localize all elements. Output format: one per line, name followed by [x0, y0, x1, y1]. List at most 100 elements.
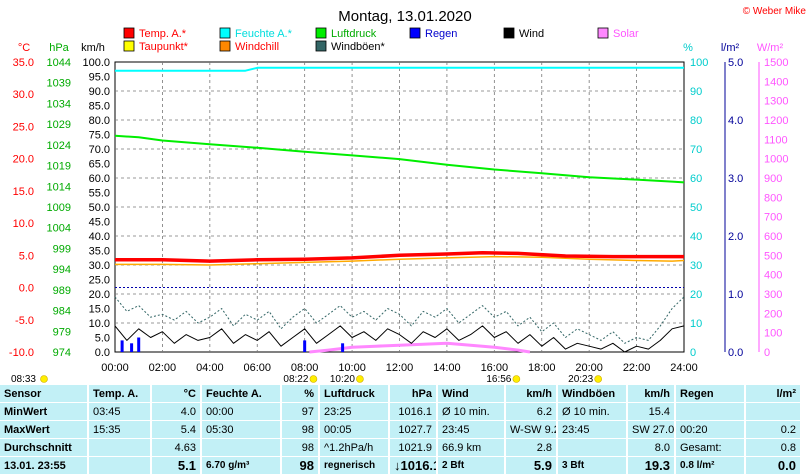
legend-swatch	[597, 27, 609, 39]
stats-cell: 23:45	[557, 420, 628, 439]
y-tick-label: 1024	[47, 140, 71, 152]
legend-swatch	[219, 27, 231, 39]
y-axis-unit: °C	[18, 42, 30, 54]
x-tick-label: 14:00	[433, 362, 461, 374]
y-tick-label: 999	[53, 243, 71, 255]
y-tick-label: 75.0	[89, 130, 110, 142]
stats-cell: 4.0	[151, 402, 202, 421]
y-tick-label: 1200	[764, 115, 788, 127]
stats-cell: Ø 10 min.	[557, 402, 628, 421]
y-axis-unit: l/m²	[721, 42, 740, 54]
y-tick-label: 25.0	[13, 121, 34, 133]
stats-cell: 0.0	[745, 456, 802, 475]
stats-cell: 23:25	[319, 402, 390, 421]
stats-cell: Ø 10 min.	[437, 402, 506, 421]
stats-row-label: MinWert	[0, 402, 89, 421]
stats-row: 13.01. 23:55 5.1 6.70 g/m³ 98 regnerisch ↓101…	[0, 456, 802, 475]
stats-cell: 19.3	[627, 456, 676, 475]
y-tick-label: 1019	[47, 161, 71, 173]
y-axis-unit: W/m²	[757, 42, 784, 54]
stats-cell: 66.9 km	[437, 438, 506, 457]
x-tick-label: 24:00	[670, 362, 698, 374]
y-tick-label: 60.0	[89, 173, 110, 185]
y-tick-label: 1300	[764, 96, 788, 108]
legend-label: Taupunkt*	[139, 41, 189, 53]
stats-header-cell: km/h	[627, 385, 676, 403]
y-tick-label: 55.0	[89, 188, 110, 200]
y-tick-label: 400	[764, 270, 782, 282]
rain-bar	[137, 337, 141, 352]
y-tick-label: 80	[690, 115, 702, 127]
series-line-feuchte-a	[115, 66, 684, 72]
x-tick-label: 10:00	[338, 362, 366, 374]
y-tick-label: 974	[53, 347, 71, 359]
weather-chart: Montag, 13.01.2020 © Weber Mike Temp. A.…	[9, 6, 807, 385]
rain-bar	[341, 343, 345, 352]
legend-label: Luftdruck	[331, 28, 377, 40]
y-tick-label: 1.0	[728, 289, 743, 301]
y-tick-label: 95.0	[89, 72, 110, 84]
stats-cell: 03:45	[88, 402, 152, 421]
sun-icon	[309, 375, 318, 383]
legend-label: Windchill	[235, 41, 279, 53]
y-tick-label: 1004	[47, 223, 71, 235]
sun-time-label: 16:56	[486, 374, 511, 385]
sun-icon	[512, 375, 521, 383]
stats-header-cell: °C	[151, 385, 202, 403]
chart-title: Montag, 13.01.2020	[338, 8, 471, 25]
stats-cell	[88, 438, 152, 457]
y-tick-label: 15.0	[89, 304, 110, 316]
y-axis-unit: %	[683, 42, 693, 54]
copyright: © Weber Mike	[743, 6, 807, 17]
sun-time-label: 08:22	[283, 374, 308, 385]
y-tick-label: 1000	[764, 154, 788, 166]
y-tick-label: 700	[764, 212, 782, 224]
stats-cell: 98	[281, 456, 320, 475]
stats-cell	[201, 438, 282, 457]
stats-cell: 05:30	[201, 420, 282, 439]
stats-cell	[675, 402, 746, 421]
y-tick-label: 2.0	[728, 231, 743, 243]
stats-header-cell: l/m²	[745, 385, 802, 403]
y-tick-label: 30.0	[89, 260, 110, 272]
stats-cell: W-SW 9.2	[505, 420, 558, 439]
y-tick-label: 600	[764, 231, 782, 243]
stats-cell: 0.8 l/m²	[675, 456, 746, 475]
y-tick-label: 10	[690, 318, 702, 330]
stats-row-label: 13.01. 23:55	[0, 456, 89, 475]
stats-cell	[745, 402, 802, 421]
y-tick-label: 300	[764, 289, 782, 301]
y-tick-label: 5.0	[19, 250, 34, 262]
stats-cell: 00:00	[201, 402, 282, 421]
stats-row: MaxWert 15:35 5.4 05:30 98 00:05 1027.7 23:45 W-…	[0, 420, 802, 439]
legend-label: Temp. A.*	[139, 28, 187, 40]
series-line-solar	[309, 341, 531, 354]
sun-time-label: 10:20	[330, 374, 355, 385]
y-tick-label: -10.0	[9, 347, 34, 359]
stats-cell: 6.70 g/m³	[201, 456, 282, 475]
y-axes: 35.0 30.0 25.0 20.0 15.0 10.0 5.0 0.0 -5.0 -10.0 1…	[9, 57, 789, 359]
legend-label: Solar	[613, 28, 639, 40]
y-tick-label: 1044	[47, 57, 71, 69]
y-tick-label: 4.0	[728, 115, 743, 127]
sun-time-label: 08:33	[11, 374, 36, 385]
y-tick-label: 200	[764, 308, 782, 320]
rain-bar	[120, 340, 124, 352]
legend-swatch	[123, 40, 135, 52]
x-tick-label: 12:00	[386, 362, 414, 374]
y-tick-label: 1100	[764, 134, 788, 146]
x-tick-label: 22:00	[623, 362, 651, 374]
axis-units: °C hPa km/h% l/m² W/m²	[18, 42, 784, 54]
y-tick-label: 994	[53, 264, 71, 276]
stats-cell: ↓1016.1	[389, 456, 438, 475]
stats-cell: 98	[281, 420, 320, 439]
stats-cell	[557, 438, 628, 457]
stats-cell: 1016.1	[389, 402, 438, 421]
stats-header-cell: Regen	[675, 385, 746, 403]
y-tick-label: 90	[690, 86, 702, 98]
series-line-wind	[114, 325, 685, 353]
rain-bar	[303, 340, 307, 352]
stats-header-cell: km/h	[505, 385, 558, 403]
stats-cell: 8.0	[627, 438, 676, 457]
y-tick-label: 989	[53, 285, 71, 297]
